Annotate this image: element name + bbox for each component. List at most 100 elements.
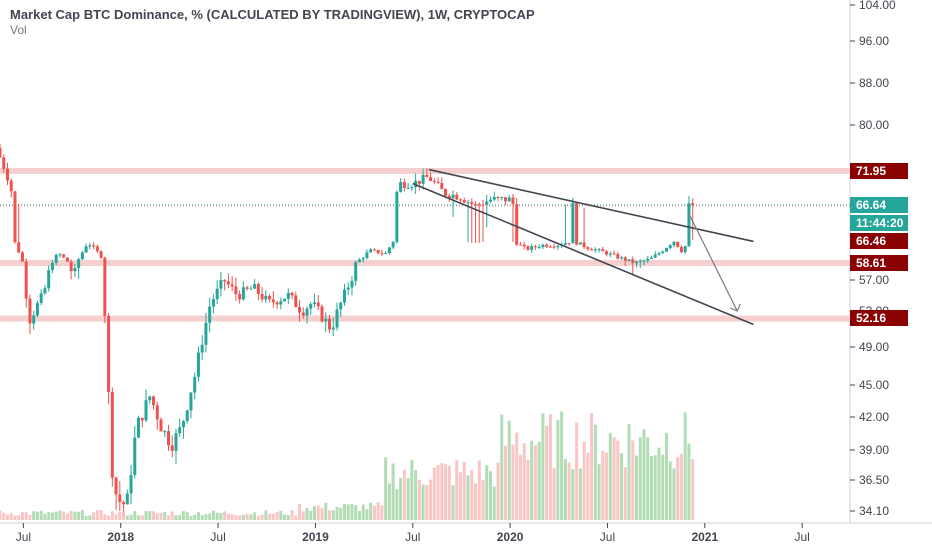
volume-bar xyxy=(590,412,594,520)
volume-bar xyxy=(118,512,122,520)
candle xyxy=(47,270,51,289)
volume-bar xyxy=(196,512,200,520)
support-resistance-band xyxy=(0,315,850,322)
trendline[interactable] xyxy=(428,168,754,243)
volume-bar xyxy=(2,512,6,520)
candle xyxy=(301,312,305,316)
price-axis[interactable] xyxy=(850,0,932,550)
candle xyxy=(447,195,451,199)
volume-bar xyxy=(683,412,687,520)
candle xyxy=(163,431,167,433)
candle xyxy=(95,246,99,252)
chart-title: Market Cap BTC Dominance, % (CALCULATED … xyxy=(10,7,535,22)
volume-bar xyxy=(268,513,272,520)
volume-bar xyxy=(432,467,436,520)
volume-bar xyxy=(152,511,156,520)
volume-bar xyxy=(548,414,552,520)
volume-bar xyxy=(575,422,579,520)
candle xyxy=(605,251,609,255)
candle xyxy=(215,288,219,300)
candle xyxy=(339,302,343,310)
candle xyxy=(327,318,331,330)
candle xyxy=(204,322,208,345)
candle xyxy=(219,280,223,289)
volume-bar xyxy=(9,513,13,520)
y-tick-label: 96.00 xyxy=(859,34,889,48)
volume-bar xyxy=(653,455,657,520)
volume-bar xyxy=(384,457,388,520)
volume-bar xyxy=(623,467,627,520)
volume-bar xyxy=(279,510,283,520)
candle xyxy=(84,246,88,253)
candle xyxy=(268,295,272,300)
volume-bar xyxy=(5,514,9,520)
volume-bar xyxy=(294,515,298,520)
volume-bar xyxy=(563,459,567,520)
volume-bar xyxy=(39,510,43,520)
candle xyxy=(122,502,126,505)
candle xyxy=(477,204,481,206)
candle xyxy=(575,202,579,245)
candle xyxy=(286,292,290,299)
candle xyxy=(211,299,215,307)
candle xyxy=(563,243,567,245)
candle xyxy=(586,247,590,250)
candle xyxy=(2,157,6,169)
candle xyxy=(608,253,612,255)
candle xyxy=(305,308,309,316)
volume-bar xyxy=(399,477,403,520)
projection-arrow[interactable] xyxy=(688,212,738,312)
candle xyxy=(256,284,260,295)
candle xyxy=(208,306,212,323)
candle xyxy=(69,261,73,272)
volume-bar xyxy=(50,512,54,520)
volume-bar xyxy=(148,511,152,520)
volume-bar xyxy=(668,461,672,520)
volume-bar xyxy=(459,472,463,520)
candle xyxy=(185,410,189,422)
volume-bar xyxy=(474,483,478,520)
candle xyxy=(593,249,597,251)
volume-bar xyxy=(530,440,534,520)
volume-bar xyxy=(672,468,676,520)
volume-bar xyxy=(219,512,223,520)
candle xyxy=(679,247,683,253)
volume-bar xyxy=(395,489,399,520)
candle xyxy=(20,252,24,262)
volume-bar xyxy=(110,511,114,520)
volume-bar xyxy=(54,511,58,520)
volume-bar xyxy=(211,510,215,520)
trendline[interactable] xyxy=(412,182,754,326)
volume-bar xyxy=(32,511,36,520)
y-tick-label: 80.00 xyxy=(859,118,889,132)
volume-bar xyxy=(234,515,238,520)
candle xyxy=(346,287,350,290)
volume-bar xyxy=(20,512,24,520)
price-tag-label: 11:44:20 xyxy=(856,216,904,230)
candle xyxy=(451,194,455,199)
candle xyxy=(92,245,96,247)
candle xyxy=(664,248,668,252)
price-tag xyxy=(850,215,908,231)
candle xyxy=(238,294,242,300)
volume-bar xyxy=(657,447,661,520)
volume-bar xyxy=(309,510,313,520)
candle xyxy=(687,203,691,246)
candle xyxy=(376,249,380,254)
candle xyxy=(620,257,624,259)
candle xyxy=(189,392,193,411)
volume-bar xyxy=(95,510,99,520)
volume-bar xyxy=(88,515,92,520)
candle xyxy=(166,431,170,446)
volume-bar xyxy=(417,479,421,520)
candle xyxy=(279,301,283,305)
volume-bar xyxy=(189,515,193,520)
price-tag-label: 58.61 xyxy=(856,256,886,270)
volume-bar xyxy=(425,485,429,520)
x-tick-label: Jul xyxy=(405,530,420,544)
volume-bar xyxy=(620,453,624,520)
candle xyxy=(672,241,676,246)
candle xyxy=(275,302,279,305)
volume-bar xyxy=(253,512,257,520)
